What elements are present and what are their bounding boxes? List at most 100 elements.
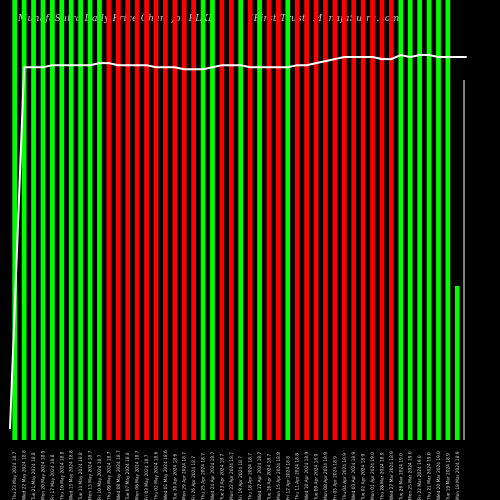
- x-tick-label-31: Wed 10 Apr 2024 18.9: [304, 451, 310, 500]
- bar-31: [304, 0, 309, 440]
- x-tick-label-35: Thu 04 Apr 2024 18.9: [342, 453, 348, 500]
- bar-46: [445, 0, 451, 440]
- bar-21: [210, 0, 215, 440]
- bar-24: [238, 0, 244, 440]
- x-tick-label-21: Wed 24 Apr 2024 18.7: [210, 451, 216, 500]
- x-tick-label-14: Fri 03 May 2024 18.7: [144, 454, 150, 500]
- bar-11: [115, 0, 121, 440]
- x-tick-label-27: Tue 16 Apr 2024 18.7: [266, 454, 272, 500]
- bar-group: [12, 0, 460, 440]
- x-tick-label-42: Mon 25 Mar 2024 19.0: [408, 451, 414, 500]
- bar-17: [172, 0, 178, 440]
- bar-1: [21, 0, 27, 440]
- x-tick-label-3: Mon 20 May 2024 18.9: [40, 450, 46, 500]
- x-tick-label-6: Wed 15 May 2024 18.8: [69, 450, 75, 500]
- bar-39: [379, 0, 385, 440]
- price-line: [9, 53, 467, 429]
- bar-37: [360, 0, 366, 440]
- x-tick-label-25: Thu 18 Apr 2024 18.7: [248, 453, 254, 500]
- x-tick-label-5: Thu 16 May 2024 18.8: [59, 451, 65, 500]
- x-tick-label-47: Mon 18 Mar 2024 18.9: [455, 451, 461, 500]
- x-tick-label-24: Fri 19 Apr 2024 18.7: [238, 456, 244, 500]
- x-tick-label-8: Mon 13 May 2024 18.7: [88, 450, 94, 500]
- bar-5: [59, 0, 65, 440]
- x-tick-label-19: Fri 26 Apr 2024 18.7: [191, 456, 197, 500]
- bar-0: [12, 0, 18, 440]
- x-tick-label-11: Wed 08 May 2024 18.7: [116, 450, 122, 500]
- bar-12: [125, 0, 131, 440]
- x-tick-label-33: Mon 08 Apr 2024 18.9: [323, 452, 329, 500]
- bar-36: [351, 0, 357, 440]
- bar-6: [68, 0, 74, 440]
- bar-35: [341, 0, 347, 440]
- x-tick-label-12: Tue 07 May 2024 18.8: [125, 452, 131, 500]
- bar-45: [436, 0, 441, 440]
- bar-2: [31, 0, 36, 440]
- bar-33: [323, 0, 328, 440]
- x-tick-label-29: Fri 12 Apr 2024 18.8: [285, 456, 291, 500]
- x-tick-label-37: Tue 02 Apr 2024 18.9: [361, 454, 367, 500]
- bar-4: [50, 0, 55, 440]
- x-tick-label-26: Wed 17 Apr 2024 18.7: [257, 451, 263, 500]
- bar-18: [181, 0, 187, 440]
- x-tick-label-18: Mon 29 Apr 2024 18.7: [182, 452, 188, 500]
- x-tick-label-40: Wed 27 Mar 2024 18.9: [389, 451, 395, 500]
- x-tick-label-28: Mon 15 Apr 2024 18.8: [276, 452, 282, 500]
- x-tick-label-17: Tue 30 Apr 2024 18.6: [172, 454, 178, 500]
- bar-32: [313, 0, 319, 440]
- bar-43: [417, 0, 422, 440]
- x-tick-label-0: Thu 23 May 2024 18.7: [12, 451, 18, 500]
- x-tick-label-39: Thu 28 Mar 2024 18.9: [379, 452, 385, 500]
- x-tick-labels: Thu 23 May 2024 18.7 Wed 22 May 2024 18.8…: [12, 450, 461, 500]
- bar-25: [247, 0, 253, 440]
- x-tick-label-2: Tue 21 May 2024 18.8: [31, 452, 37, 500]
- x-tick-label-23: Mon 22 Apr 2024 18.7: [229, 452, 235, 500]
- bar-14: [144, 0, 149, 440]
- x-tick-label-44: Thu 21 Mar 2024 19.0: [427, 452, 433, 500]
- bar-23: [228, 0, 234, 440]
- bar-29: [285, 0, 291, 440]
- bar-22: [219, 0, 225, 440]
- x-tick-label-16: Wed 01 May 2024 18.6: [163, 450, 169, 500]
- x-tick-label-36: Wed 03 Apr 2024 18.9: [351, 451, 357, 500]
- x-tick-label-4: Fri 17 May 2024 18.8: [50, 454, 56, 500]
- x-tick-label-7: Tue 14 May 2024 18.8: [78, 452, 84, 500]
- bar-44: [426, 0, 432, 440]
- bar-30: [294, 0, 300, 440]
- x-tick-label-43: Fri 22 Mar 2024 19.0: [417, 455, 423, 500]
- x-tick-label-13: Mon 06 May 2024 18.7: [135, 450, 141, 500]
- bar-20: [200, 0, 206, 440]
- bar-34: [332, 0, 338, 440]
- bar-13: [134, 0, 140, 440]
- x-tick-label-38: Mon 01 Apr 2024 19.0: [370, 452, 376, 500]
- bar-3: [40, 0, 46, 440]
- bar-38: [370, 0, 375, 440]
- x-tick-label-9: Fri 10 May 2024 18.7: [97, 454, 103, 500]
- bar-9: [97, 0, 102, 440]
- bar-7: [78, 0, 83, 440]
- x-tick-label-30: Thu 11 Apr 2024 18.8: [295, 453, 301, 500]
- bar-42: [407, 0, 413, 440]
- x-tick-label-20: Thu 25 Apr 2024 18.7: [201, 453, 207, 500]
- bar-8: [87, 0, 93, 440]
- price-line-group: [9, 53, 467, 429]
- x-tick-label-15: Thu 02 May 2024 18.6: [153, 451, 159, 500]
- x-tick-label-41: Tue 26 Mar 2024 19.0: [398, 453, 404, 500]
- x-tick-label-32: Tue 09 Apr 2024 18.9: [314, 454, 320, 500]
- bar-16: [163, 0, 168, 440]
- x-tick-label-1: Wed 22 May 2024 18.8: [22, 450, 28, 500]
- bar-40: [389, 0, 394, 440]
- bar-19: [191, 0, 196, 440]
- bar-28: [276, 0, 281, 440]
- bar-27: [266, 0, 272, 440]
- x-tick-label-45: Wed 20 Mar 2024 19.0: [436, 451, 442, 500]
- bar-15: [153, 0, 159, 440]
- x-tick-label-34: Fri 05 Apr 2024 18.9: [332, 456, 338, 500]
- x-tick-label-22: Tue 23 Apr 2024 18.7: [219, 454, 225, 500]
- x-tick-label-10: Thu 09 May 2024 18.7: [106, 451, 112, 500]
- bar-47: [454, 286, 460, 440]
- x-tick-label-46: Tue 19 Mar 2024 18.9: [445, 453, 451, 500]
- bar-41: [398, 0, 404, 440]
- bar-10: [106, 0, 112, 440]
